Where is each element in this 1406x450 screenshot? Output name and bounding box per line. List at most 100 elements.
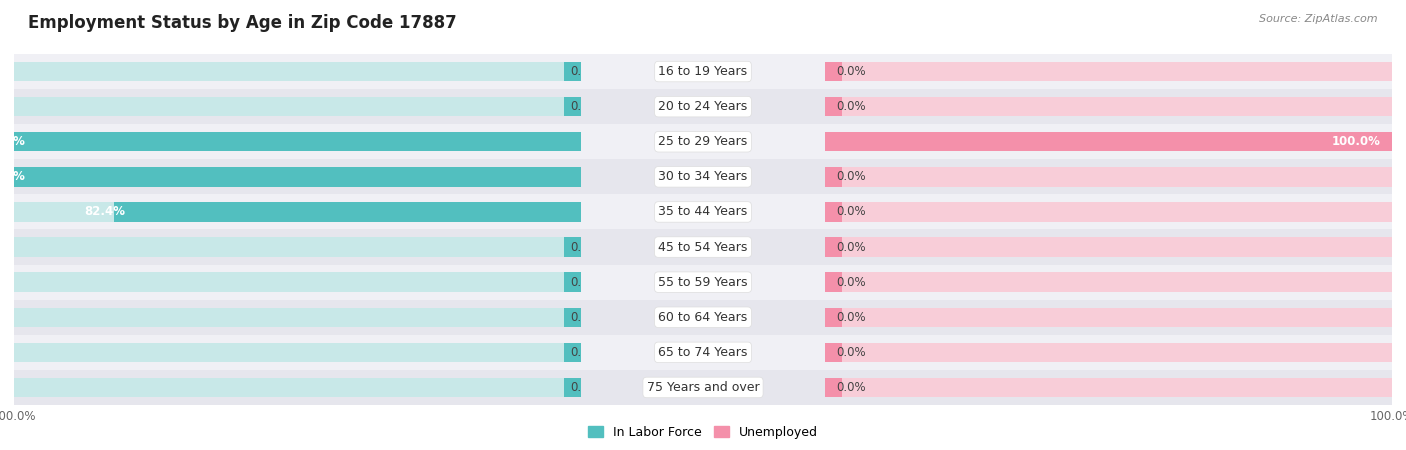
Bar	[564, 238, 582, 256]
Text: 82.4%: 82.4%	[84, 206, 125, 218]
Bar	[564, 132, 582, 151]
Bar	[564, 238, 582, 256]
Text: 55 to 59 Years: 55 to 59 Years	[658, 276, 748, 288]
Bar	[564, 273, 582, 292]
Bar	[824, 54, 1392, 89]
Bar	[824, 202, 1392, 221]
Text: 0.0%: 0.0%	[837, 100, 866, 113]
Bar	[824, 343, 1392, 362]
Text: 20 to 24 Years: 20 to 24 Years	[658, 100, 748, 113]
Text: 0.0%: 0.0%	[569, 381, 600, 394]
Bar	[564, 343, 582, 362]
Text: Employment Status by Age in Zip Code 17887: Employment Status by Age in Zip Code 178…	[28, 14, 457, 32]
Bar	[14, 343, 582, 362]
Bar	[824, 230, 1392, 265]
Bar	[582, 300, 824, 335]
Bar	[824, 89, 1392, 124]
Bar	[564, 343, 582, 362]
Bar	[14, 124, 582, 159]
Text: 0.0%: 0.0%	[569, 276, 600, 288]
Bar	[582, 230, 824, 265]
Bar	[114, 202, 582, 221]
Bar	[582, 124, 824, 159]
Bar	[564, 308, 582, 327]
Bar	[824, 273, 842, 292]
Bar	[824, 159, 1392, 194]
Bar	[582, 265, 824, 300]
Bar	[14, 370, 582, 405]
Text: 100.0%: 100.0%	[1331, 135, 1381, 148]
Bar	[14, 378, 582, 397]
Bar	[824, 378, 1392, 397]
Bar	[14, 132, 582, 151]
Bar	[824, 265, 1392, 300]
Legend: In Labor Force, Unemployed: In Labor Force, Unemployed	[583, 421, 823, 444]
Bar	[824, 308, 1392, 327]
Bar	[14, 265, 582, 300]
Text: 65 to 74 Years: 65 to 74 Years	[658, 346, 748, 359]
Text: 45 to 54 Years: 45 to 54 Years	[658, 241, 748, 253]
Bar	[564, 308, 582, 327]
Bar	[824, 378, 842, 397]
Text: 0.0%: 0.0%	[569, 241, 600, 253]
Bar	[564, 97, 582, 116]
Bar	[824, 132, 1392, 151]
Bar	[14, 167, 582, 186]
Bar	[14, 159, 582, 194]
Bar	[564, 62, 582, 81]
Bar	[14, 238, 582, 256]
Bar	[824, 202, 842, 221]
Text: Source: ZipAtlas.com: Source: ZipAtlas.com	[1260, 14, 1378, 23]
Bar	[14, 273, 582, 292]
Bar	[824, 300, 1392, 335]
Bar	[564, 273, 582, 292]
Bar	[824, 97, 842, 116]
Bar	[824, 167, 1392, 186]
Bar	[564, 167, 582, 186]
Bar	[582, 89, 824, 124]
Bar	[564, 378, 582, 397]
Bar	[824, 62, 1392, 81]
Bar	[14, 202, 582, 221]
Bar	[14, 335, 582, 370]
Bar	[564, 378, 582, 397]
Bar	[582, 370, 824, 405]
Text: 60 to 64 Years: 60 to 64 Years	[658, 311, 748, 324]
Bar	[14, 54, 582, 89]
Text: 0.0%: 0.0%	[569, 311, 600, 324]
Text: 0.0%: 0.0%	[569, 100, 600, 113]
Bar	[824, 97, 1392, 116]
Bar	[824, 238, 842, 256]
Bar	[824, 335, 1392, 370]
Text: 0.0%: 0.0%	[569, 346, 600, 359]
Bar	[824, 308, 842, 327]
Bar	[14, 89, 582, 124]
Text: 0.0%: 0.0%	[837, 346, 866, 359]
Text: 30 to 34 Years: 30 to 34 Years	[658, 171, 748, 183]
Text: 0.0%: 0.0%	[569, 65, 600, 78]
Text: 0.0%: 0.0%	[837, 171, 866, 183]
Text: 0.0%: 0.0%	[837, 65, 866, 78]
Bar	[582, 335, 824, 370]
Text: 0.0%: 0.0%	[837, 241, 866, 253]
Bar	[582, 194, 824, 230]
Bar	[824, 62, 842, 81]
Text: 35 to 44 Years: 35 to 44 Years	[658, 206, 748, 218]
Text: 0.0%: 0.0%	[837, 206, 866, 218]
Bar	[582, 54, 824, 89]
Text: 100.0%: 100.0%	[0, 171, 25, 183]
Bar	[14, 62, 582, 81]
Bar	[14, 194, 582, 230]
Bar	[14, 132, 582, 151]
Bar	[824, 124, 1392, 159]
Text: 16 to 19 Years: 16 to 19 Years	[658, 65, 748, 78]
Bar	[824, 343, 842, 362]
Bar	[14, 300, 582, 335]
Text: 0.0%: 0.0%	[837, 381, 866, 394]
Text: 75 Years and over: 75 Years and over	[647, 381, 759, 394]
Bar	[14, 97, 582, 116]
Bar	[564, 62, 582, 81]
Bar	[824, 194, 1392, 230]
Text: 25 to 29 Years: 25 to 29 Years	[658, 135, 748, 148]
Bar	[564, 97, 582, 116]
